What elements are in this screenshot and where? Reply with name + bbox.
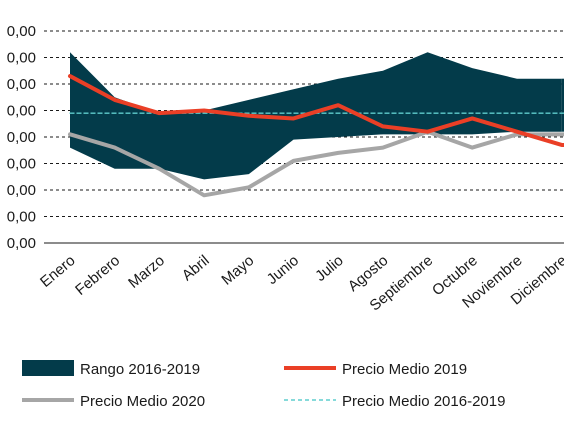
y-axis-ticks: 0,00 0,00 0,00 0,00 0,00 0,00 0,00 0,00 0,00 xyxy=(7,23,36,252)
series-lines-layer xyxy=(68,74,564,198)
x-tick-label: Marzo xyxy=(125,252,168,292)
x-tick-label: Abril xyxy=(179,252,213,284)
range-band-layer xyxy=(70,52,564,180)
range-band-extension xyxy=(561,78,564,132)
y-tick-label: 0,00 xyxy=(7,129,36,146)
y-tick-label: 0,00 xyxy=(7,103,36,120)
y-tick-label: 0,00 xyxy=(7,23,36,40)
y-tick-label: 0,00 xyxy=(7,50,36,67)
y-tick-label: 0,00 xyxy=(7,235,36,252)
y-tick-label: 0,00 xyxy=(7,209,36,226)
x-tick-label: Julio xyxy=(312,252,347,285)
legend-swatch-range xyxy=(22,360,74,376)
legend: Rango 2016-2019 Precio Medio 2019 Precio M… xyxy=(22,360,505,410)
y-tick-label: 0,00 xyxy=(7,76,36,93)
range-band-area xyxy=(70,52,562,180)
y-tick-label: 0,00 xyxy=(7,182,36,199)
legend-label-2019: Precio Medio 2019 xyxy=(342,361,467,378)
legend-label-range: Rango 2016-2019 xyxy=(80,361,200,378)
legend-label-2016-2019: Precio Medio 2016-2019 xyxy=(342,393,505,410)
y-tick-label: 0,00 xyxy=(7,156,36,173)
x-tick-label: Mayo xyxy=(218,252,257,289)
x-tick-label: Junio xyxy=(264,252,302,288)
series-line-2019 xyxy=(68,74,564,147)
legend-label-2020: Precio Medio 2020 xyxy=(80,393,205,410)
x-tick-label: Febrero xyxy=(72,252,123,299)
series-line-2020 xyxy=(68,129,564,198)
